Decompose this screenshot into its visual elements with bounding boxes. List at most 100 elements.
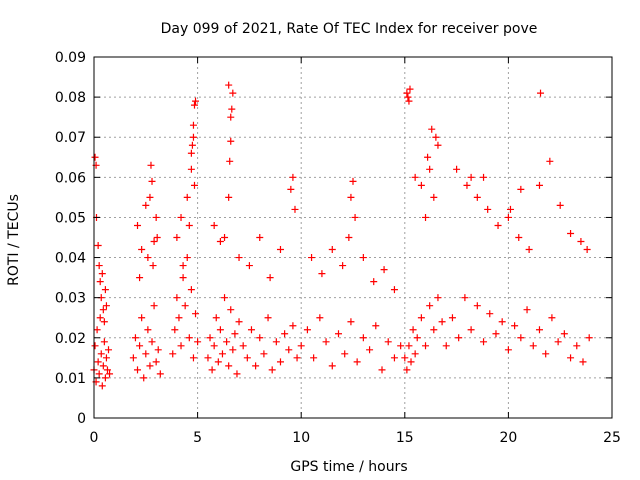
data-point: [397, 342, 405, 350]
data-point: [548, 314, 556, 322]
x-axis-label: GPS time / hours: [290, 459, 407, 475]
data-point: [256, 234, 264, 241]
data-point: [225, 81, 233, 89]
plot-frame: [93, 56, 613, 419]
data-point: [359, 334, 367, 342]
data-point: [187, 286, 195, 294]
data-point: [378, 366, 386, 374]
data-point: [434, 141, 442, 149]
data-point: [101, 286, 109, 294]
y-tick-label: 0.01: [55, 371, 86, 387]
data-point: [310, 354, 318, 362]
data-point: [183, 254, 191, 262]
data-point: [95, 370, 103, 378]
data-point: [136, 274, 144, 282]
data-point: [372, 322, 380, 330]
data-point: [430, 326, 438, 334]
data-point: [204, 354, 212, 362]
data-point: [401, 354, 409, 362]
data-point: [233, 370, 241, 378]
data-point: [430, 193, 438, 201]
data-point: [390, 286, 398, 294]
data-point: [264, 314, 272, 322]
data-point: [103, 366, 111, 374]
data-point: [285, 346, 293, 354]
data-point: [403, 89, 411, 97]
data-point: [187, 149, 195, 157]
x-tick-label: 0: [90, 430, 99, 446]
data-point: [227, 113, 235, 121]
data-point: [94, 358, 102, 366]
data-point: [173, 234, 181, 241]
y-axis-label: ROTI / TECUs: [6, 194, 22, 286]
data-point: [218, 350, 226, 358]
data-point: [370, 278, 378, 286]
data-point: [492, 330, 500, 338]
data-point: [318, 270, 326, 278]
data-point: [134, 366, 142, 374]
data-point: [359, 254, 367, 262]
data-point: [183, 193, 191, 201]
data-point: [144, 254, 152, 262]
data-point: [424, 153, 432, 161]
data-point: [328, 362, 336, 370]
data-point: [149, 262, 157, 270]
data-point: [349, 177, 357, 185]
data-point: [260, 350, 268, 358]
data-point: [535, 181, 543, 189]
data-point: [150, 238, 158, 246]
data-point: [227, 306, 235, 314]
data-point: [185, 221, 193, 229]
data-point: [147, 161, 155, 169]
data-point: [142, 350, 150, 358]
data-point: [498, 318, 506, 326]
data-point: [102, 354, 110, 362]
data-point: [291, 205, 299, 213]
data-point: [494, 221, 502, 229]
data-point: [511, 322, 519, 330]
data-point: [432, 133, 440, 141]
data-point: [214, 358, 222, 366]
data-point: [185, 334, 193, 342]
data-point: [567, 354, 575, 362]
data-point: [190, 101, 198, 109]
data-point: [297, 342, 305, 350]
data-point: [473, 302, 481, 310]
data-point: [434, 294, 442, 302]
data-point: [287, 185, 295, 193]
data-point: [467, 326, 475, 334]
data-point: [179, 262, 187, 270]
data-point: [93, 326, 101, 334]
data-point: [417, 181, 425, 189]
data-point: [154, 346, 162, 354]
data-point: [153, 234, 161, 241]
data-point: [129, 354, 137, 362]
data-point: [289, 173, 297, 181]
data-point: [148, 177, 156, 185]
data-point: [585, 334, 593, 342]
data-point: [467, 173, 475, 181]
data-point: [181, 302, 189, 310]
data-point: [96, 314, 104, 322]
data-point: [422, 342, 430, 350]
data-point: [229, 89, 237, 97]
data-point: [225, 362, 233, 370]
data-point: [210, 221, 218, 229]
data-point: [177, 342, 185, 350]
data-point: [426, 165, 434, 173]
data-point: [328, 246, 336, 254]
data-point: [504, 346, 512, 354]
y-tick-label: 0: [77, 411, 86, 427]
data-point: [142, 201, 150, 209]
data-point: [252, 362, 260, 370]
data-point: [156, 370, 164, 378]
data-point: [256, 334, 264, 342]
data-point: [353, 358, 361, 366]
data-point: [171, 326, 179, 334]
data-point: [226, 157, 234, 165]
data-point: [169, 350, 177, 358]
data-point: [380, 266, 388, 274]
data-point: [102, 302, 110, 310]
data-point: [322, 338, 330, 346]
